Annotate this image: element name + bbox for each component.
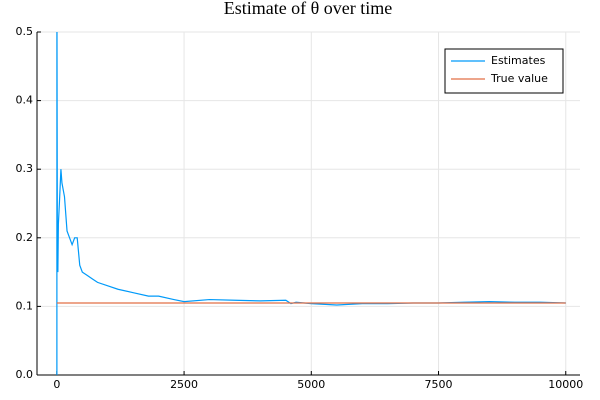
y-tick-label: 0.5 (16, 25, 34, 38)
x-tick-label: 5000 (297, 378, 325, 391)
x-tick-label: 2500 (170, 378, 198, 391)
y-tick-label: 0.0 (16, 368, 34, 381)
line (56, 32, 566, 375)
y-tick-label: 0.3 (16, 162, 34, 175)
y-tick-label: 0.2 (16, 231, 34, 244)
legend-box (444, 48, 564, 94)
plot-area (56, 32, 566, 375)
x-tick-label: 0 (53, 378, 60, 391)
legend-label: Estimates (491, 54, 546, 67)
y-tick-label: 0.1 (16, 299, 34, 312)
legend-label: True value (490, 72, 548, 85)
x-tick-label: 10000 (548, 378, 583, 391)
x-tick-label: 7500 (425, 378, 453, 391)
y-tick-label: 0.4 (16, 94, 34, 107)
chart-title: Estimate of θ over time (224, 0, 393, 18)
